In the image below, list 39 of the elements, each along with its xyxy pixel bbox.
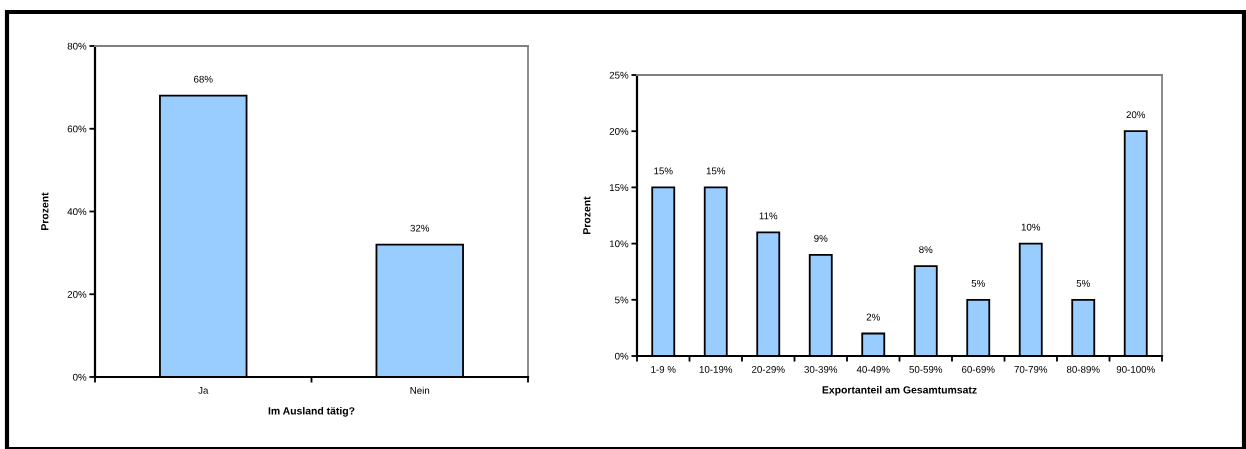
- x-axis-title: Exportanteil am Gesamtumsatz: [822, 385, 977, 396]
- y-axis-title: Prozent: [41, 192, 49, 230]
- data-label: 9%: [814, 234, 828, 242]
- y-tick-label: 0%: [72, 373, 87, 381]
- y-tick-label: 15%: [609, 184, 629, 192]
- data-label: 20%: [1126, 111, 1146, 119]
- y-tick-label: 25%: [609, 71, 629, 79]
- x-tick-label: Ja: [198, 387, 209, 394]
- data-label: 68%: [194, 75, 213, 83]
- x-axis-title: Im Ausland tätig?: [268, 406, 355, 417]
- data-label: 32%: [410, 224, 430, 232]
- data-label: 8%: [919, 246, 933, 254]
- x-tick-label: 50-59%: [909, 365, 943, 373]
- x-tick-label: 1-9 %: [651, 365, 676, 373]
- data-label: 11%: [759, 212, 778, 220]
- data-label: 2%: [866, 313, 880, 321]
- x-tick-label: 40-49%: [856, 365, 890, 373]
- data-label: 15%: [654, 167, 673, 175]
- x-tick-label: 80-89%: [1066, 365, 1100, 373]
- y-tick-label: 5%: [615, 296, 629, 304]
- data-label: 15%: [706, 167, 726, 175]
- y-axis-title: Prozent: [583, 196, 591, 234]
- x-tick-label: 10-19%: [699, 365, 733, 373]
- y-tick-label: 60%: [67, 125, 87, 133]
- y-tick-label: 80%: [67, 42, 87, 50]
- x-tick-label: 20-29%: [751, 365, 785, 373]
- data-label: 5%: [971, 279, 985, 287]
- y-tick-label: 20%: [67, 290, 87, 298]
- data-label: 5%: [1076, 279, 1090, 287]
- y-tick-label: 20%: [609, 127, 629, 135]
- x-tick-label: 60-69%: [961, 365, 995, 373]
- data-label: 10%: [1021, 223, 1041, 231]
- x-tick-label: Nein: [410, 386, 430, 394]
- x-tick-label: 70-79%: [1014, 365, 1048, 373]
- y-tick-label: 10%: [609, 240, 629, 248]
- x-tick-label: 90-100%: [1116, 365, 1155, 373]
- y-tick-label: 0%: [614, 352, 629, 360]
- y-tick-label: 40%: [67, 208, 87, 216]
- x-tick-label: 30-39%: [804, 365, 838, 373]
